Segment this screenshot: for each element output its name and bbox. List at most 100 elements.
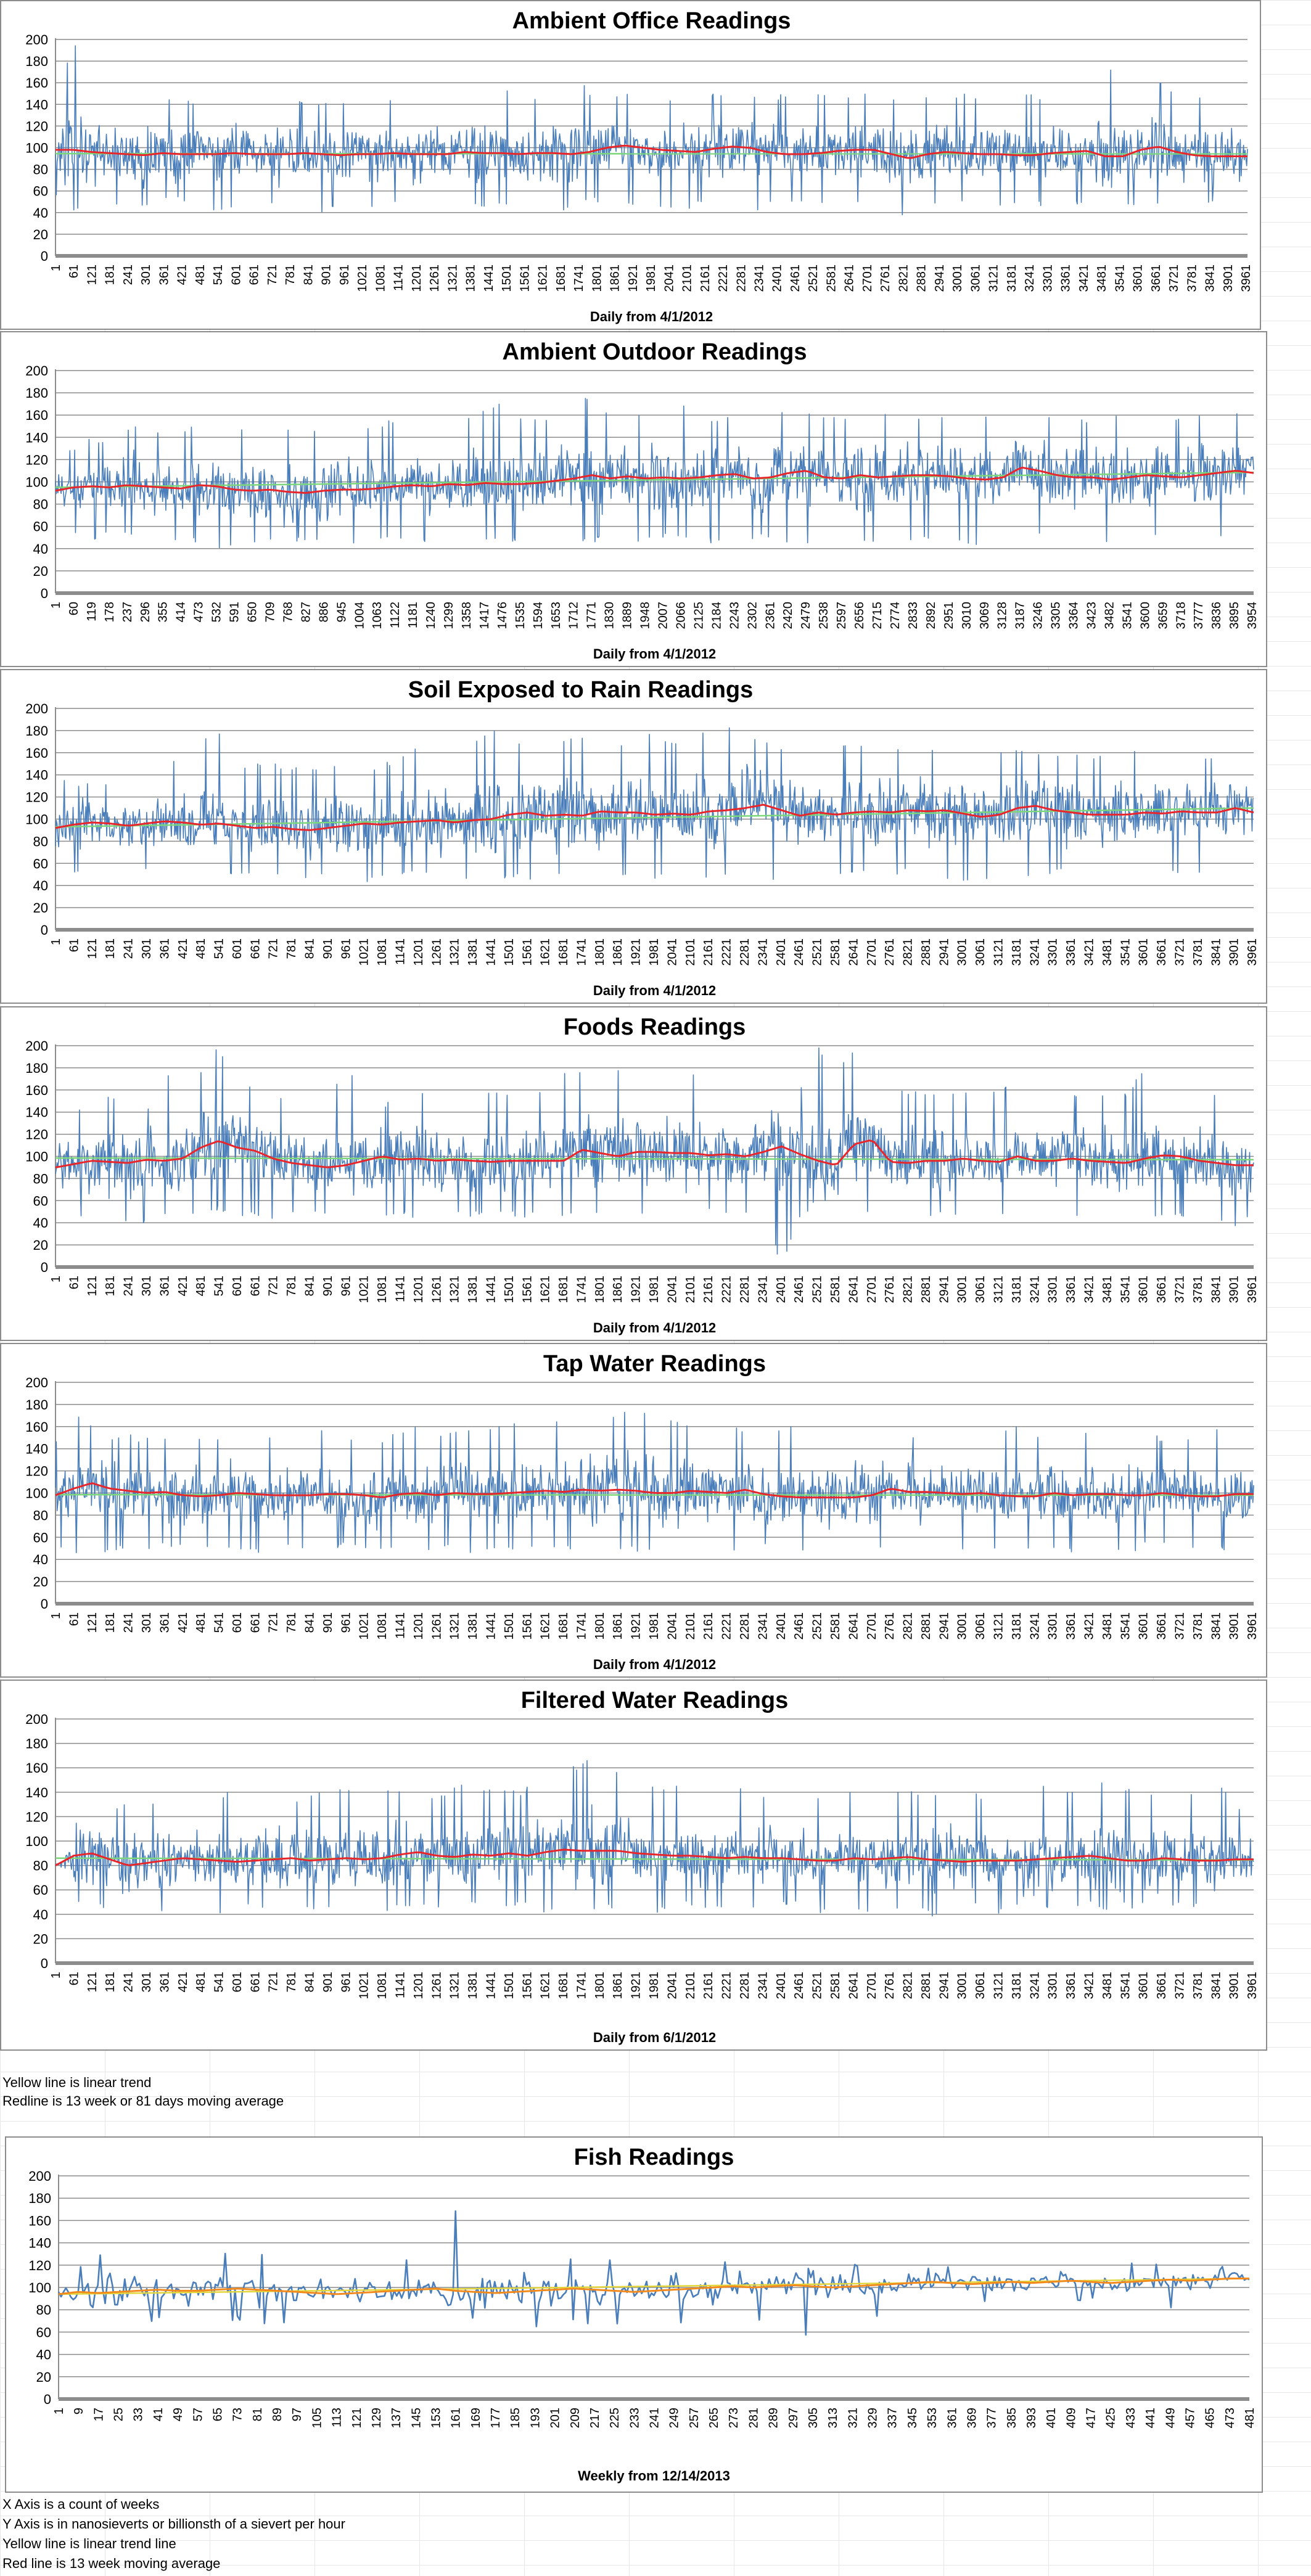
chart-ambient-office[interactable]: Ambient Office Readings 0 20 40 60 80 100 120 14… (0, 0, 1261, 330)
y-tick-label: 60 (33, 184, 48, 199)
x-tick-label: 3601 (1137, 1972, 1151, 2000)
x-tick-label: 345 (906, 2408, 919, 2428)
x-tick-label: 2761 (879, 265, 892, 292)
x-tick-label: 1441 (485, 1276, 498, 1303)
x-tick-label: 137 (390, 2408, 403, 2428)
x-axis-label: Daily from 6/1/2012 (593, 2030, 716, 2045)
x-tick-label: 425 (1104, 2408, 1118, 2428)
x-tick-label: 2521 (811, 938, 824, 966)
x-tick-label: 421 (176, 1276, 190, 1296)
x-tick-label: 3305 (1050, 602, 1063, 630)
x-tick-label: 3121 (992, 1612, 1006, 1640)
x-tick-label: 721 (267, 1612, 281, 1633)
x-tick-label: 3781 (1191, 938, 1205, 966)
x-tick-label: 2281 (738, 1612, 752, 1640)
x-tick-label: 1801 (593, 1612, 607, 1640)
chart-fish[interactable]: Fish Readings 0 20 40 60 80 100 120 140 160 180 200… (5, 2136, 1263, 2493)
x-tick-label: 841 (303, 1276, 317, 1296)
x-tick-label: 355 (157, 602, 170, 622)
x-tick-label: 421 (176, 938, 190, 959)
x-tick-label: 901 (320, 265, 334, 285)
x-tick-label: 169 (469, 2408, 483, 2428)
x-tick-label: 3301 (1046, 1276, 1060, 1303)
chart-svg: Tap Water Readings0204060801001201401601… (25, 1351, 1259, 1672)
x-tick-label: 1561 (518, 265, 532, 292)
x-tick-label: 2538 (817, 602, 831, 630)
x-tick-label: 532 (210, 602, 224, 622)
x-tick-label: 1830 (603, 602, 617, 630)
x-tick-label: 1441 (482, 265, 496, 292)
x-tick-label: 113 (331, 2408, 344, 2427)
chart-foods[interactable]: Foods Readings 0 20 40 60 80 100 120 140 160 180 20… (0, 1006, 1267, 1341)
x-tick-label: 1261 (430, 938, 443, 966)
y-tick-label: 140 (25, 1785, 48, 1800)
x-tick-label: 1771 (585, 602, 599, 630)
x-tick-label: 1240 (424, 602, 438, 630)
y-tick-label: 20 (33, 227, 48, 242)
y-tick-label: 140 (25, 97, 48, 112)
x-tick-label: 2401 (775, 938, 788, 966)
x-tick-label: 1981 (647, 938, 661, 966)
x-tick-label: 1081 (374, 265, 387, 292)
x-tick-label: 721 (267, 1972, 281, 1992)
x-tick-label: 2774 (889, 602, 902, 630)
x-tick-label: 3781 (1191, 1972, 1205, 2000)
x-tick-label: 901 (321, 1276, 335, 1296)
series-readings (55, 1760, 1254, 1917)
x-axis-label: Weekly from 12/14/2013 (578, 2468, 730, 2484)
x-tick-label: 377 (985, 2408, 999, 2428)
moving-average-line (55, 803, 1254, 831)
y-tick-label: 180 (25, 1736, 48, 1752)
x-tick-label: 1381 (466, 1276, 480, 1303)
x-tick-label: 2125 (692, 602, 705, 630)
x-tick-label: 393 (1025, 2408, 1038, 2428)
x-tick-label: 2881 (915, 265, 929, 292)
x-tick-label: 2161 (702, 938, 715, 966)
x-tick-label: 1181 (406, 602, 420, 628)
x-tick-label: 2521 (807, 265, 820, 292)
x-tick-label: 3961 (1246, 1276, 1259, 1303)
x-tick-label: 3601 (1132, 265, 1145, 292)
x-tick-label: 2221 (717, 265, 730, 292)
x-tick-label: 1801 (593, 1276, 607, 1303)
x-tick-label: 2461 (789, 265, 802, 292)
x-tick-label: 1081 (376, 938, 389, 966)
y-tick-label: 20 (33, 900, 48, 916)
x-tick-label: 2007 (657, 602, 670, 630)
x-tick-label: 2041 (662, 265, 676, 292)
x-tick-label: 3061 (974, 938, 987, 966)
x-tick-label: 3001 (956, 1612, 969, 1640)
x-tick-label: 3246 (1032, 602, 1045, 630)
chart-ambient-outdoor[interactable]: Ambient Outdoor Readings 0 20 40 60 80 100 120 1… (0, 331, 1267, 667)
x-tick-label: 3423 (1085, 602, 1099, 630)
x-tick-label: 1741 (575, 1612, 589, 1640)
x-tick-label: 97 (290, 2408, 304, 2421)
chart-title: Tap Water Readings (543, 1351, 766, 1377)
moving-average-line (55, 1848, 1254, 1866)
x-tick-label: 177 (489, 2408, 503, 2428)
x-tick-label: 2341 (756, 1612, 770, 1640)
x-tick-label: 2892 (924, 602, 938, 630)
x-tick-label: 1861 (611, 1276, 625, 1303)
x-tick-label: 337 (886, 2408, 900, 2428)
y-tick-label: 100 (25, 475, 48, 490)
x-tick-label: 233 (628, 2408, 641, 2428)
y-tick-label: 40 (33, 1552, 48, 1567)
y-tick-label: 100 (25, 1149, 48, 1165)
x-tick-label: 1021 (358, 938, 371, 966)
note-yellow-line: Yellow line is linear trend (2, 2075, 152, 2090)
x-tick-label: 661 (249, 938, 262, 959)
x-tick-label: 1321 (448, 1276, 462, 1303)
x-tick-label: 3301 (1046, 1612, 1060, 1640)
x-tick-label: 601 (231, 1972, 244, 1992)
x-tick-label: 1801 (590, 265, 604, 292)
chart-tap-water[interactable]: Tap Water Readings 0 20 40 60 80 100 120 140 160 1… (0, 1343, 1267, 1678)
chart-filtered-water[interactable]: Filtered Water Readings 0 20 40 60 80 100 120 14… (0, 1680, 1267, 2051)
chart-soil-exposed-to-rain[interactable]: Soil Exposed to Rain Readings 0 20 40 60 80 10… (0, 669, 1267, 1004)
x-tick-label: 361 (158, 1612, 171, 1633)
x-tick-label: 421 (176, 1972, 190, 1992)
x-tick-label: 201 (549, 2408, 562, 2428)
x-tick-label: 3781 (1191, 1276, 1205, 1303)
x-tick-label: 3361 (1059, 265, 1073, 292)
x-tick-label: 1358 (460, 602, 474, 630)
